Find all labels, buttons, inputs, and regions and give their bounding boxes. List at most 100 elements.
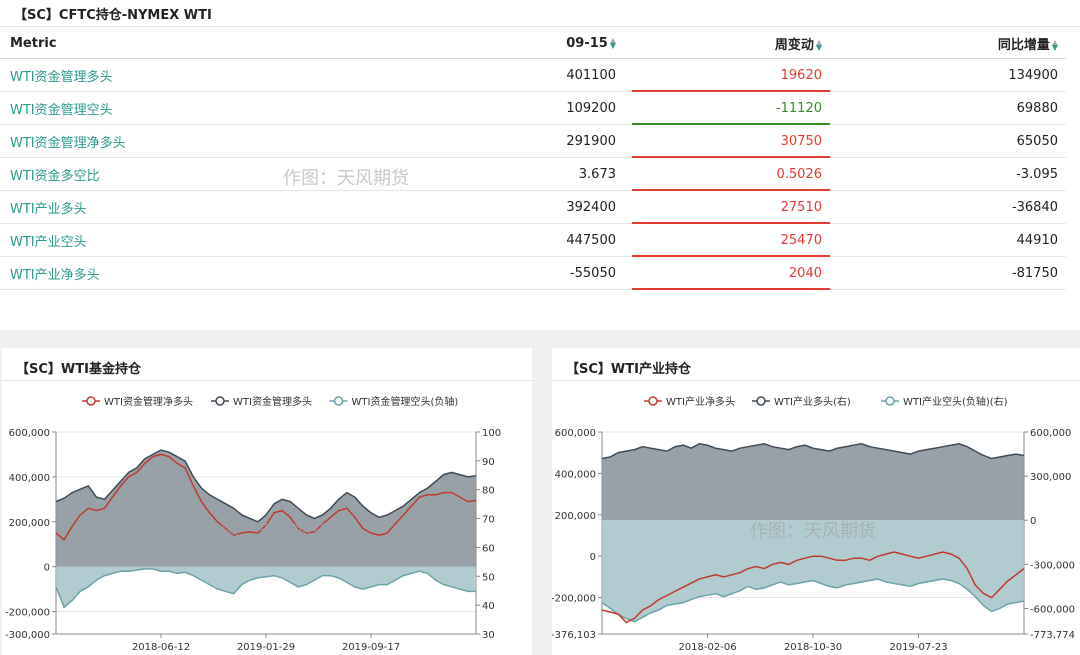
long-series-line [601, 443, 1025, 460]
y-tick-label-right: 100 [482, 428, 501, 439]
yoy-cell: -3.095 [830, 157, 1066, 191]
legend-marker [333, 396, 344, 406]
legend-marker [756, 396, 766, 406]
long-area [56, 450, 476, 567]
long-series-line [55, 449, 477, 523]
metric-cell[interactable]: WTI产业空头 [0, 223, 428, 257]
x-tick-label: 2019-07-23 [889, 642, 947, 652]
y-tick-label-right: 600,000 [1030, 428, 1071, 439]
change-bar [632, 222, 830, 224]
y-tick-label: 0 [590, 552, 596, 563]
short-area [56, 566, 476, 608]
metric-cell[interactable]: WTI产业净多头 [0, 256, 428, 290]
y-tick-label-right: 40 [482, 601, 495, 612]
watermark: 作图：天风期货 [203, 521, 329, 542]
y-tick-label: 200,000 [555, 511, 596, 522]
y-tick-label: 400,000 [555, 469, 596, 480]
change-bar [632, 288, 830, 290]
net-series-line [601, 551, 1025, 624]
legend-label: WTI资金管理多头 [233, 395, 312, 408]
y-tick-label-right: 90 [482, 457, 495, 468]
y-tick-label: -376,103 [552, 630, 596, 641]
table-title: 【SC】CFTC持仓-NYMEX WTI [14, 8, 212, 23]
table-row: WTI资金管理净多头 291900 30750 65050 [0, 124, 1066, 158]
watermark: 作图：天风期货 [750, 521, 876, 542]
net-series-line [55, 453, 477, 541]
x-tick-label: 2018-10-30 [784, 642, 842, 652]
y-tick-label-right: 60 [482, 543, 495, 554]
y-tick-label: 600,000 [555, 428, 596, 439]
short-series-line [55, 568, 476, 609]
value-cell: 3.673 [428, 157, 624, 191]
yoy-cell: -36840 [830, 190, 1066, 224]
change-bar [632, 90, 830, 92]
weekly-change-cell: 19620 [624, 58, 830, 92]
y-tick-label: 600,000 [9, 428, 50, 439]
watermark: 作图：天风期货 [283, 168, 409, 189]
table-header-row: Metric 09-15 ▲ ▼ 周变动 ▲ ▼ 同比增量 ▲ ▼ [0, 28, 1066, 59]
weekly-change-cell: 2040 [624, 256, 830, 290]
weekly-change-cell: 0.5026 [624, 157, 830, 191]
legend-label: WTI产业空头(负轴)(右) [903, 395, 1008, 408]
table-row: WTI资金管理多头 401100 19620 134900 [0, 58, 1066, 92]
legend-label: WTI资金管理空头(负轴) [352, 395, 459, 408]
metric-cell[interactable]: WTI产业多头 [0, 190, 428, 224]
title-divider [552, 380, 1080, 381]
legend-marker [86, 396, 96, 406]
change-bar [632, 189, 830, 191]
weekly-change-cell: 27510 [624, 190, 830, 224]
value-cell: 291900 [428, 124, 624, 158]
industry-position-chart-panel: 【SC】WTI产业持仓 WTI产业净多头 WTI产业多头(右) WTI产业空头(负轴… [552, 348, 1080, 655]
short-series-line [601, 578, 1025, 623]
industry-position-chart: WTI产业净多头 WTI产业多头(右) WTI产业空头(负轴)(右) 600,000 4… [552, 395, 1075, 652]
sort-icon[interactable]: ▲ ▼ [609, 36, 616, 50]
yoy-cell: 65050 [830, 124, 1066, 158]
x-tick-label: 2019-09-17 [342, 642, 400, 652]
y-tick-label: -300,000 [5, 630, 50, 641]
weekly-change-cell: 30750 [624, 124, 830, 158]
header-yoy[interactable]: 同比增量 ▲ ▼ [830, 28, 1066, 59]
x-tick-label: 2018-02-06 [678, 642, 736, 652]
metric-cell[interactable]: WTI资金管理空头 [0, 91, 428, 125]
y-tick-label: 200,000 [9, 518, 50, 529]
sort-icon[interactable]: ▲ ▼ [1051, 38, 1058, 52]
y-tick-label-right: 70 [482, 515, 495, 526]
y-tick-label-right: 80 [482, 486, 495, 497]
header-date[interactable]: 09-15 ▲ ▼ [428, 28, 624, 59]
metric-cell[interactable]: WTI资金多空比 [0, 157, 428, 191]
legend-label: WTI资金管理净多头 [104, 395, 193, 408]
y-tick-label: 0 [44, 563, 50, 574]
y-tick-label: -200,000 [5, 608, 50, 619]
sort-icon[interactable]: ▲ ▼ [815, 38, 822, 52]
weekly-change-cell: 25470 [624, 223, 830, 257]
fund-position-chart: WTI资金管理净多头 WTI资金管理多头 WTI资金管理空头(负轴) 600,000 4… [5, 395, 501, 652]
title-divider [2, 380, 532, 381]
table-row: WTI资金管理空头 109200 -11120 69880 [0, 91, 1066, 125]
long-area [602, 443, 1024, 521]
change-bar [632, 123, 830, 125]
yoy-cell: 134900 [830, 58, 1066, 92]
change-bar [632, 156, 830, 158]
legend-marker [215, 396, 225, 406]
title-divider [0, 26, 1080, 27]
y-tick-label-right: -600,000 [1030, 604, 1075, 615]
metric-cell[interactable]: WTI资金管理多头 [0, 58, 428, 92]
y-tick-label-right: -300,000 [1030, 560, 1075, 571]
y-tick-label-right: 0 [1030, 516, 1036, 527]
metric-cell[interactable]: WTI资金管理净多头 [0, 124, 428, 158]
value-cell: -55050 [428, 256, 624, 290]
cftc-table-panel: 【SC】CFTC持仓-NYMEX WTI Metric 09-15 ▲ ▼ 周变动 ▲… [0, 0, 1080, 330]
fund-position-chart-panel: 【SC】WTI基金持仓 WTI资金管理净多头 WTI资金管理多头 WTI资金管理空头… [2, 348, 532, 655]
y-tick-label-right: 300,000 [1030, 472, 1071, 483]
header-weekly-change[interactable]: 周变动 ▲ ▼ [624, 28, 830, 59]
x-tick-label: 2019-01-29 [237, 642, 295, 652]
table-row: WTI产业多头 392400 27510 -36840 [0, 190, 1066, 224]
legend-label: WTI产业多头(右) [774, 395, 851, 408]
yoy-cell: 44910 [830, 223, 1066, 257]
legend-marker [648, 396, 658, 406]
legend-marker [885, 396, 895, 406]
yoy-cell: 69880 [830, 91, 1066, 125]
change-bar [632, 255, 830, 257]
legend-label: WTI产业净多头 [666, 395, 735, 408]
cftc-table: Metric 09-15 ▲ ▼ 周变动 ▲ ▼ 同比增量 ▲ ▼ WTI资金管理多头 401… [0, 28, 1066, 290]
